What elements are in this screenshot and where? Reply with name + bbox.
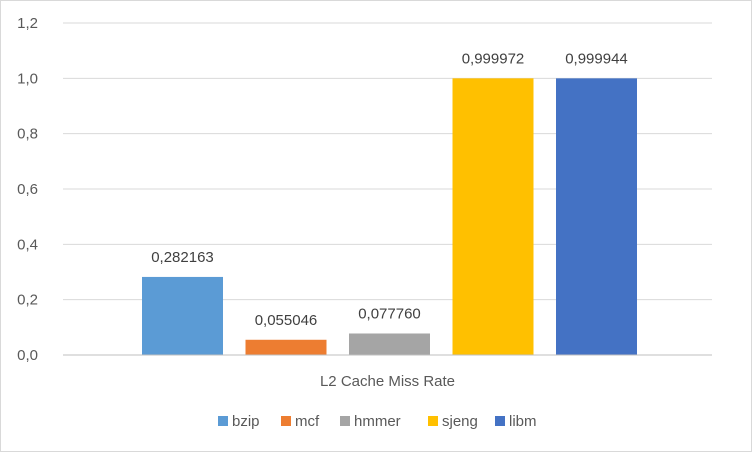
y-tick-label: 1,2 — [17, 15, 38, 32]
y-axis-ticks: 0,0 0,2 0,4 0,6 0,8 1,0 1,2 — [17, 15, 38, 364]
legend: bzip mcf hmmer sjeng libm — [218, 413, 537, 430]
data-labels: 0,282163 0,055046 0,077760 0,999972 0,999944 — [151, 50, 628, 328]
x-axis: L2 Cache Miss Rate — [63, 354, 712, 390]
bars — [142, 78, 637, 356]
legend-label-bzip: bzip — [232, 413, 260, 430]
y-tick-label: 0,2 — [17, 292, 38, 309]
legend-swatch-libm — [495, 416, 505, 426]
bar-sjeng — [452, 78, 534, 356]
bar-hmmer — [349, 333, 430, 355]
y-tick-label: 0,6 — [17, 181, 38, 198]
legend-swatch-bzip — [218, 416, 228, 426]
data-label-bzip: 0,282163 — [151, 249, 214, 266]
bar-bzip — [142, 276, 223, 355]
legend-label-mcf: mcf — [295, 413, 320, 430]
y-tick-label: 0,0 — [17, 347, 38, 364]
data-label-sjeng: 0,999972 — [462, 50, 525, 67]
data-label-hmmer: 0,077760 — [358, 305, 421, 322]
legend-swatch-hmmer — [340, 416, 350, 426]
legend-swatch-sjeng — [428, 416, 438, 426]
x-category-label: L2 Cache Miss Rate — [320, 373, 455, 390]
legend-label-hmmer: hmmer — [354, 413, 401, 430]
y-tick-label: 0,8 — [17, 126, 38, 143]
data-label-mcf: 0,055046 — [255, 312, 318, 329]
y-tick-label: 1,0 — [17, 70, 38, 87]
bar-mcf — [245, 339, 327, 355]
legend-label-sjeng: sjeng — [442, 413, 478, 430]
data-label-libm: 0,999944 — [565, 50, 628, 67]
legend-swatch-mcf — [281, 416, 291, 426]
legend-label-libm: libm — [509, 413, 537, 430]
y-tick-label: 0,4 — [17, 236, 38, 253]
bar-libm — [556, 78, 637, 356]
